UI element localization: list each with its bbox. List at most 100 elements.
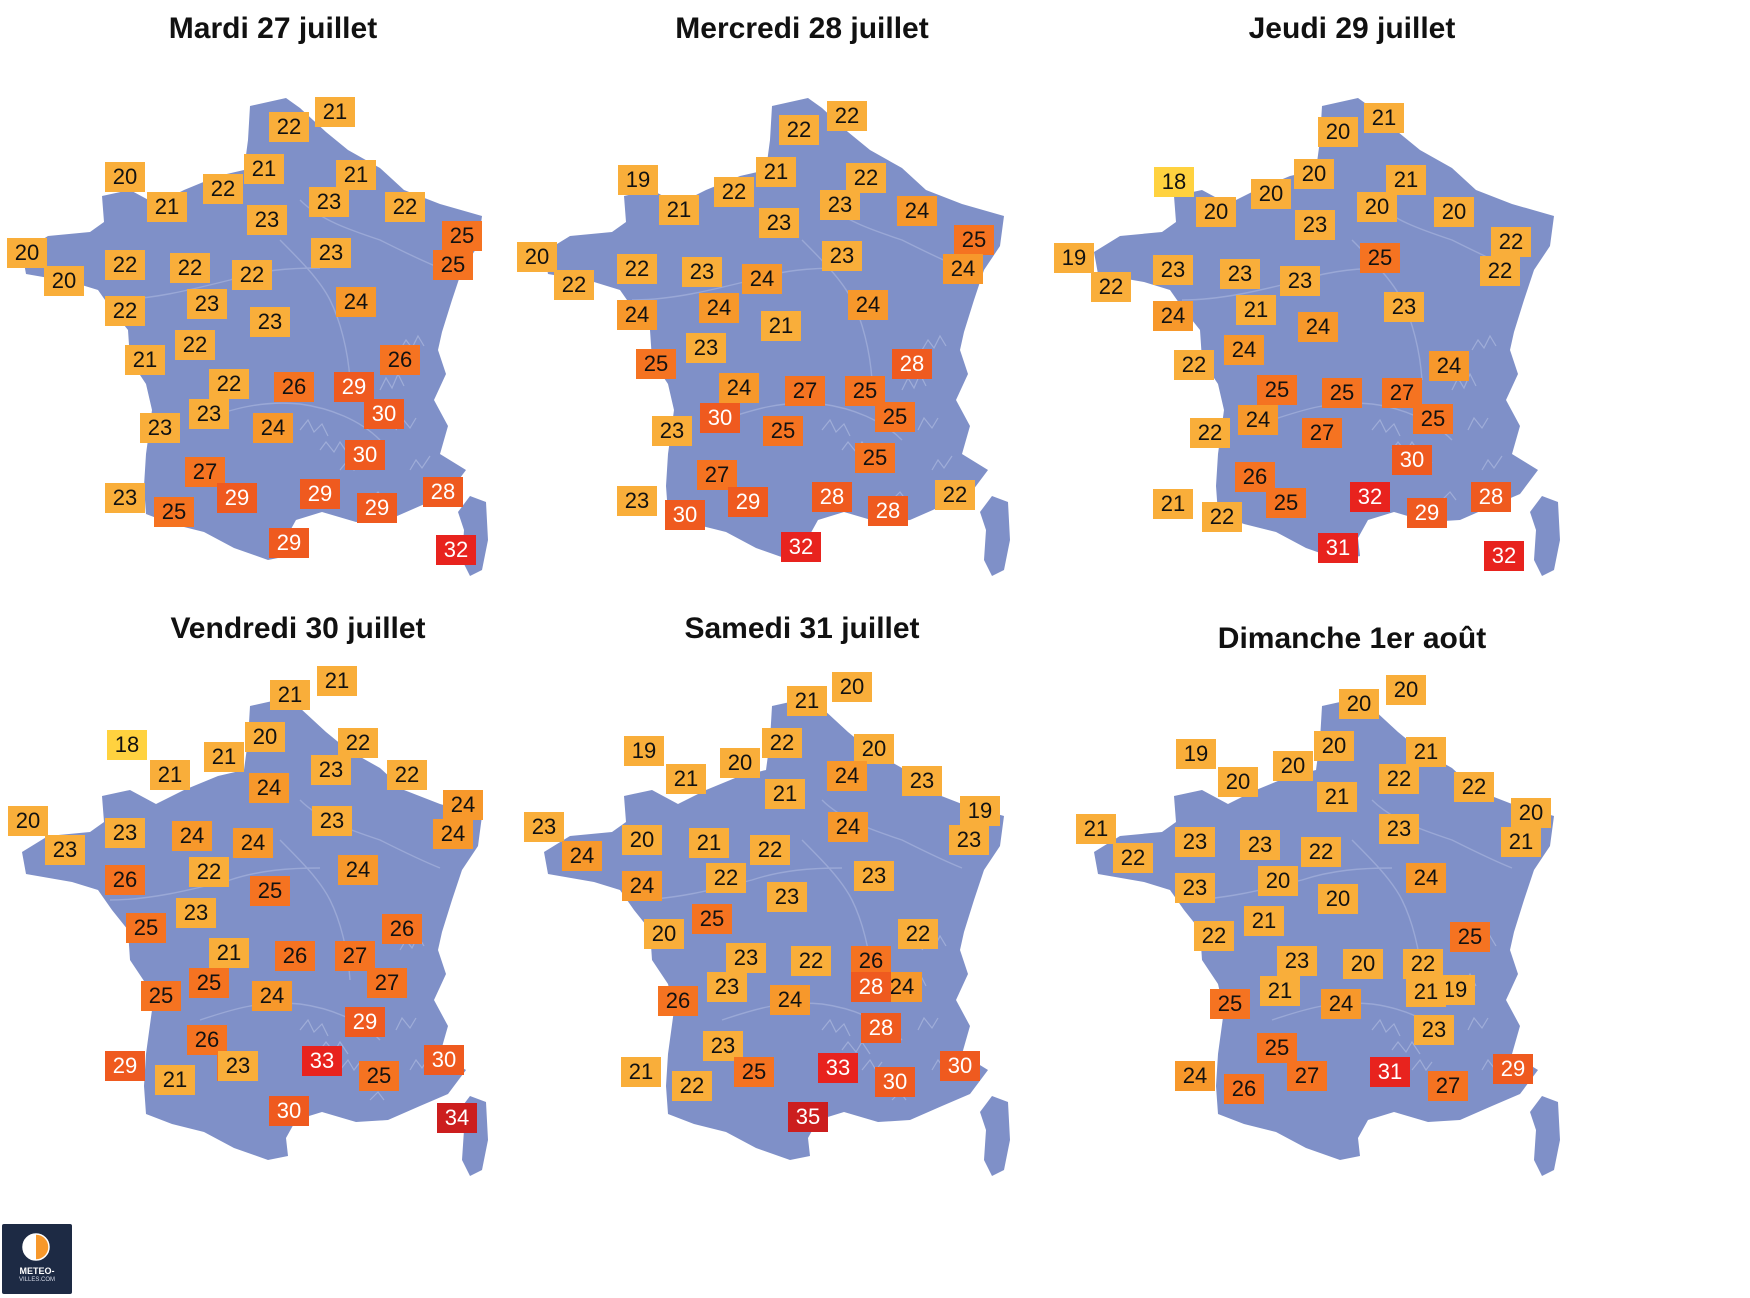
temperature-label: 30: [424, 1045, 464, 1075]
temperature-label: 25: [442, 221, 482, 251]
temperature-label: 23: [1175, 873, 1215, 903]
temperature-label: 22: [1174, 350, 1214, 380]
temperature-label: 21: [1076, 814, 1116, 844]
temperature-label: 24: [433, 819, 473, 849]
forecast-panel: Vendredi 30 juillet 21 21 18 21 21 20 22 23 24 22 2…: [0, 600, 560, 1200]
temperature-label: 20: [1294, 159, 1334, 189]
sun-moon-icon: [22, 1233, 50, 1261]
temperature-label: 23: [1240, 830, 1280, 860]
temperature-label: 19: [960, 796, 1000, 826]
temperature-label: 20: [1273, 751, 1313, 781]
temperature-label: 22: [1379, 764, 1419, 794]
temperature-label: 22: [1480, 256, 1520, 286]
temperature-label: 23: [820, 190, 860, 220]
temperature-label: 21: [1501, 827, 1541, 857]
temperature-label: 32: [1350, 482, 1390, 512]
temperature-label: 23: [1153, 255, 1193, 285]
france-mainland: [544, 698, 1004, 1160]
france-map: [544, 698, 1010, 1176]
relief-marking: [931, 455, 953, 471]
temperature-label: 24: [252, 981, 292, 1011]
temperature-label: 28: [868, 496, 908, 526]
temperature-label: 24: [233, 828, 273, 858]
temperature-label: 24: [827, 761, 867, 791]
temperature-label: 30: [700, 403, 740, 433]
temperature-label: 20: [517, 242, 557, 272]
forecast-panel: Dimanche 1er août 20 20 19 20 20 20 21 22 21 22 21 2…: [1072, 600, 1632, 1200]
relief-marking: [921, 334, 947, 351]
temperature-label: 29: [1493, 1054, 1533, 1084]
temperature-label: 19: [624, 736, 664, 766]
france-map: [22, 98, 488, 576]
temperature-label: 21: [756, 157, 796, 187]
temperature-label: 20: [245, 722, 285, 752]
temperature-label: 23: [682, 257, 722, 287]
temperature-label: 26: [187, 1025, 227, 1055]
temperature-label: 22: [706, 863, 746, 893]
river-line: [109, 867, 321, 901]
temperature-label: 23: [312, 806, 352, 836]
temperature-label: 20: [1511, 798, 1551, 828]
temperature-label: 22: [827, 101, 867, 131]
temperature-label: 23: [45, 835, 85, 865]
temperature-label: 28: [423, 477, 463, 507]
panel-title: Samedi 31 juillet: [684, 612, 920, 645]
temperature-label: 24: [336, 287, 376, 317]
relief-marking: [1467, 416, 1489, 431]
temperature-label: 21: [787, 686, 827, 716]
temperature-label: 22: [672, 1071, 712, 1101]
temperature-label: 25: [359, 1061, 399, 1091]
temperature-label: 22: [189, 857, 229, 887]
temperature-label: 20: [1251, 179, 1291, 209]
temperature-label: 25: [189, 968, 229, 998]
temperature-label: 21: [209, 938, 249, 968]
temperature-label: 22: [338, 728, 378, 758]
temperature-label: 26: [1235, 462, 1275, 492]
temperature-label: 25: [433, 250, 473, 280]
temperature-label: 22: [762, 728, 802, 758]
forecast-panel: Jeudi 29 juillet 21 20 18 20 20 20 21 20 23 20 19 22…: [1054, 0, 1632, 600]
temperature-label: 26: [658, 986, 698, 1016]
temperature-label: 29: [728, 487, 768, 517]
temperature-label: 32: [781, 532, 821, 562]
temperature-label: 23: [1175, 827, 1215, 857]
temperature-label: 25: [1257, 375, 1297, 405]
temperature-label: 21: [1364, 103, 1404, 133]
temperature-label: 25: [954, 225, 994, 255]
temperature-label: 22: [385, 192, 425, 222]
relief-marking: [1441, 491, 1457, 501]
relief-marking: [409, 455, 431, 471]
relief-marking: [861, 1058, 883, 1072]
temperature-label: 22: [1301, 837, 1341, 867]
relief-marking: [1481, 455, 1503, 471]
temperature-label: 24: [1429, 351, 1469, 381]
corsica-island: [1530, 1096, 1560, 1176]
temperature-label: 28: [892, 349, 932, 379]
logo-subtext: VILLES.COM: [18, 1277, 55, 1283]
temperature-label: 25: [1450, 922, 1490, 952]
temperature-label: 25: [250, 876, 290, 906]
temperature-label: 23: [707, 972, 747, 1002]
temperature-label: 27: [1302, 418, 1342, 448]
temperature-label: 27: [1428, 1071, 1468, 1101]
temperature-label: 21: [147, 192, 187, 222]
temperature-label: 23: [822, 241, 862, 271]
temperature-label: 21: [336, 160, 376, 190]
temperature-label: 22: [617, 254, 657, 284]
temperature-label: 27: [335, 941, 375, 971]
temperature-label: 22: [175, 330, 215, 360]
temperature-label: 20: [832, 672, 872, 702]
temperature-label: 24: [617, 300, 657, 330]
temperature-label: 18: [107, 730, 147, 760]
temperature-label: 31: [1370, 1057, 1410, 1087]
temperature-label: 21: [1406, 977, 1446, 1007]
temperature-label: 22: [714, 177, 754, 207]
temperature-label: 21: [204, 742, 244, 772]
temperature-label: 22: [269, 112, 309, 142]
temperature-label: 23: [1414, 1015, 1454, 1045]
temperature-label: 21: [666, 764, 706, 794]
temperature-label: 20: [622, 825, 662, 855]
temperature-label: 24: [249, 773, 289, 803]
temperature-label: 23: [187, 289, 227, 319]
relief-marking: [821, 1018, 851, 1037]
